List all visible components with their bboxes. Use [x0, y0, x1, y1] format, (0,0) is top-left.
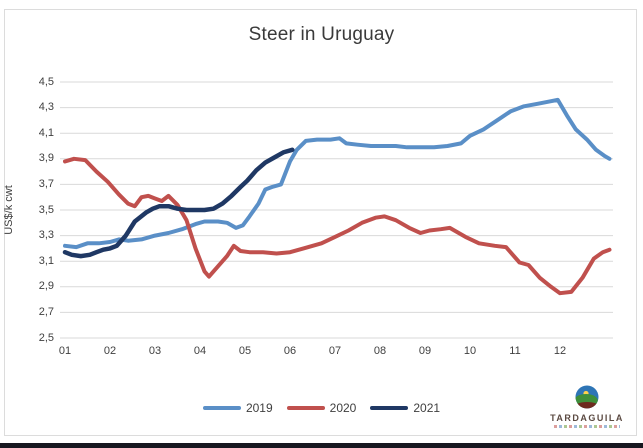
series-line-2019: [63, 97, 612, 250]
x-tick-label: 09: [418, 345, 432, 357]
screenshot-bottom-edge: [0, 443, 643, 448]
x-tick-label: 04: [193, 345, 207, 357]
x-tick-label: 07: [328, 345, 342, 357]
tardaguila-brand-text: TARDAGUILA: [550, 413, 624, 423]
y-tick-label: 3,5: [38, 203, 54, 216]
x-tick-label: 08: [373, 345, 387, 357]
legend-label: 2021: [413, 401, 441, 415]
y-tick-label: 3,7: [38, 177, 54, 190]
legend-line-swatch: [286, 406, 325, 410]
legend-label: 2020: [329, 401, 357, 415]
legend-line-swatch: [370, 406, 409, 410]
tardaguila-logo-icon: [575, 385, 599, 409]
y-tick-label: 2,7: [38, 305, 54, 318]
series-line-2020: [63, 156, 612, 296]
x-tick-label: 02: [103, 345, 117, 357]
legend-item-2021: 2021: [370, 401, 440, 415]
chart-legend: 2019 2020 2021: [0, 401, 643, 415]
x-tick-label: 12: [553, 345, 567, 357]
legend-label: 2019: [245, 401, 273, 415]
y-tick-label: 3,3: [38, 229, 54, 242]
x-tick-label: 06: [283, 345, 297, 357]
legend-item-2019: 2019: [202, 401, 273, 415]
tardaguila-subtext-strip: [554, 425, 620, 428]
series-line-2021: [62, 147, 295, 259]
y-tick-label: 4,5: [38, 75, 54, 88]
y-tick-label: 2,9: [38, 280, 54, 293]
y-tick-label: 4,1: [38, 126, 54, 139]
x-tick-label: 01: [58, 345, 72, 357]
y-axis-title: US$/k cwt: [3, 185, 15, 235]
x-tick-label: 11: [509, 345, 521, 357]
y-tick-label: 4,3: [38, 101, 54, 114]
chart-title: Steer in Uruguay: [248, 24, 395, 45]
y-tick-label: 3,1: [38, 254, 54, 267]
legend-item-2020: 2020: [286, 401, 357, 415]
y-tick-label: 3,9: [38, 152, 54, 165]
chart-panel-border: [4, 9, 637, 436]
y-tick-label: 2,5: [38, 331, 54, 344]
tardaguila-logo: TARDAGUILA: [539, 384, 635, 428]
x-tick-label: 10: [463, 345, 477, 357]
legend-line-swatch: [202, 406, 241, 410]
x-tick-label: 05: [238, 345, 252, 357]
x-tick-label: 03: [148, 345, 162, 357]
